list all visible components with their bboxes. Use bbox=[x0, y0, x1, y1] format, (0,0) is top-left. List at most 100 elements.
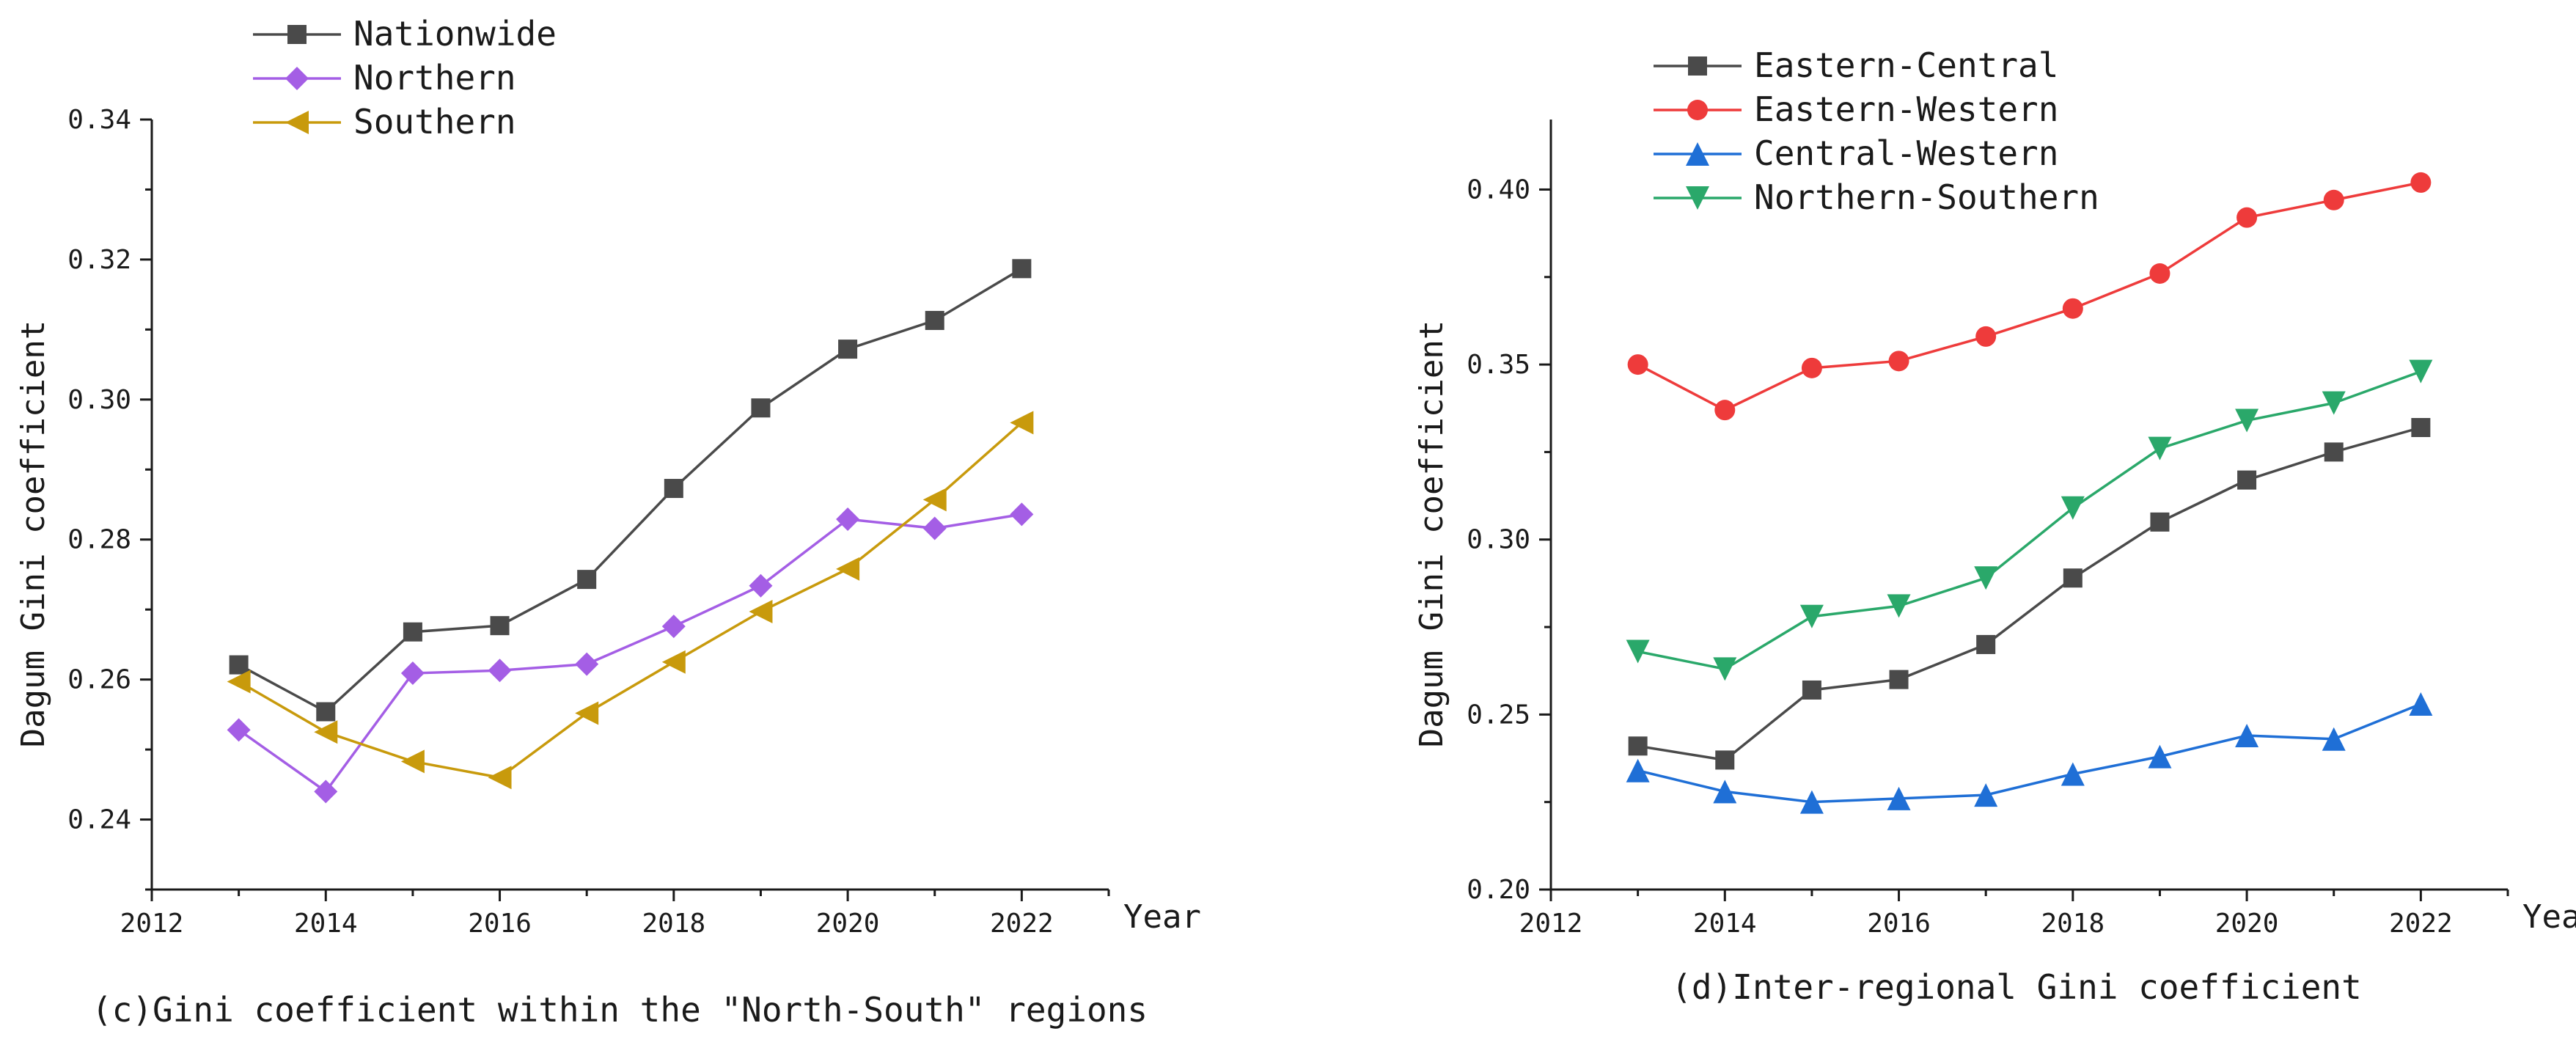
data-point bbox=[1715, 750, 1735, 770]
data-point bbox=[2322, 727, 2346, 751]
data-point bbox=[1887, 786, 1911, 810]
data-point bbox=[2409, 692, 2433, 716]
x-axis-title: Year bbox=[1123, 898, 1201, 936]
data-point bbox=[2063, 568, 2083, 588]
data-point bbox=[400, 749, 425, 774]
legend-label: Southern bbox=[353, 102, 516, 142]
data-point bbox=[751, 398, 771, 418]
data-point bbox=[2148, 436, 2172, 461]
data-point bbox=[1012, 259, 1032, 279]
x-tick-label: 2022 bbox=[2389, 909, 2453, 939]
data-point bbox=[1888, 351, 1909, 372]
y-tick-label: 0.40 bbox=[1467, 175, 1530, 205]
data-point bbox=[922, 488, 947, 512]
data-point bbox=[1010, 411, 1034, 435]
data-point bbox=[661, 650, 686, 674]
y-tick-label: 0.34 bbox=[67, 105, 131, 135]
x-tick-label: 2020 bbox=[2215, 909, 2279, 939]
data-point bbox=[1889, 670, 1909, 689]
data-point bbox=[2409, 359, 2433, 384]
x-axis-title: Year bbox=[2522, 898, 2576, 936]
data-point bbox=[2061, 496, 2085, 520]
data-point bbox=[836, 557, 860, 581]
data-point bbox=[2061, 762, 2085, 786]
x-tick-label: 2016 bbox=[1867, 909, 1931, 939]
data-point bbox=[575, 652, 599, 676]
legend-label: Eastern-Central bbox=[1754, 45, 2058, 85]
series-northern-southern bbox=[1626, 359, 2433, 681]
y-tick-label: 0.32 bbox=[67, 245, 131, 275]
data-point bbox=[749, 600, 773, 624]
data-point bbox=[2235, 724, 2259, 747]
data-point bbox=[1799, 604, 1824, 628]
legend-marker bbox=[1687, 100, 1708, 120]
data-point bbox=[2150, 512, 2170, 532]
data-point bbox=[1975, 326, 1997, 347]
data-point bbox=[1974, 566, 1998, 590]
data-point bbox=[490, 616, 510, 636]
x-tick-label: 2014 bbox=[1693, 909, 1757, 939]
x-tick-label: 2022 bbox=[990, 909, 1054, 939]
legend-marker bbox=[1686, 186, 1709, 210]
x-tick-label: 2014 bbox=[294, 909, 358, 939]
legend-label: Northern bbox=[353, 58, 516, 98]
series-eastern-western bbox=[1627, 172, 2432, 421]
series-central-western bbox=[1626, 692, 2433, 814]
data-point bbox=[664, 479, 683, 499]
data-point bbox=[227, 670, 251, 694]
series-northern bbox=[227, 502, 1034, 804]
data-point bbox=[1626, 639, 1650, 664]
data-point bbox=[1974, 783, 1998, 807]
data-point bbox=[922, 516, 947, 540]
y-tick-label: 0.24 bbox=[67, 805, 131, 835]
data-point bbox=[2410, 172, 2432, 193]
data-point bbox=[575, 701, 599, 725]
data-point bbox=[314, 780, 338, 804]
x-tick-label: 2016 bbox=[468, 909, 532, 939]
series-line bbox=[1637, 370, 2421, 671]
data-point bbox=[2411, 418, 2431, 437]
x-tick-label: 2012 bbox=[1519, 909, 1583, 939]
data-point bbox=[1887, 594, 1911, 618]
data-point bbox=[749, 573, 773, 598]
data-point bbox=[1801, 357, 1822, 378]
series-southern bbox=[227, 411, 1034, 790]
x-tick-label: 2018 bbox=[2041, 909, 2105, 939]
series-line bbox=[1637, 181, 2421, 412]
data-point bbox=[1714, 400, 1736, 421]
data-point bbox=[1976, 634, 1996, 654]
data-point bbox=[400, 661, 425, 686]
data-point bbox=[2235, 408, 2259, 433]
series-line bbox=[1637, 426, 2421, 762]
x-tick-label: 2012 bbox=[120, 909, 184, 939]
data-point bbox=[1802, 680, 1821, 700]
data-point bbox=[2324, 442, 2344, 462]
data-point bbox=[2148, 744, 2172, 769]
data-point bbox=[1713, 657, 1737, 681]
y-axis-title: Dagum Gini coefficient bbox=[15, 320, 52, 748]
x-tick-label: 2020 bbox=[816, 909, 880, 939]
legend-label: Northern-Southern bbox=[1754, 177, 2099, 217]
series-nationwide bbox=[229, 259, 1032, 722]
data-point bbox=[661, 615, 686, 639]
data-point bbox=[316, 702, 336, 722]
legend: Eastern-CentralEastern-WesternCentral-We… bbox=[1654, 45, 2099, 217]
series-line bbox=[238, 422, 1023, 780]
data-point bbox=[314, 720, 338, 744]
data-point bbox=[1626, 758, 1650, 782]
data-point bbox=[2322, 391, 2346, 415]
legend-marker bbox=[285, 67, 309, 90]
y-tick-label: 0.20 bbox=[1467, 875, 1530, 905]
data-point bbox=[836, 507, 860, 532]
x-tick-label: 2018 bbox=[642, 909, 705, 939]
y-tick-label: 0.30 bbox=[1467, 525, 1530, 555]
series-line bbox=[1637, 703, 2422, 804]
y-axis-title: Dagum Gini coefficient bbox=[1413, 320, 1450, 748]
data-point bbox=[1627, 354, 1648, 375]
y-tick-label: 0.35 bbox=[1467, 350, 1530, 380]
legend-marker bbox=[1686, 142, 1709, 166]
chart-caption: (d)Inter-regional Gini coefficient bbox=[1671, 967, 2362, 1007]
chart-c-north-south: 0.24 0.26 0.28 0.30 0.32 0.34 2012 2014 2016 2018… bbox=[15, 14, 1201, 1030]
series-line bbox=[238, 513, 1022, 793]
